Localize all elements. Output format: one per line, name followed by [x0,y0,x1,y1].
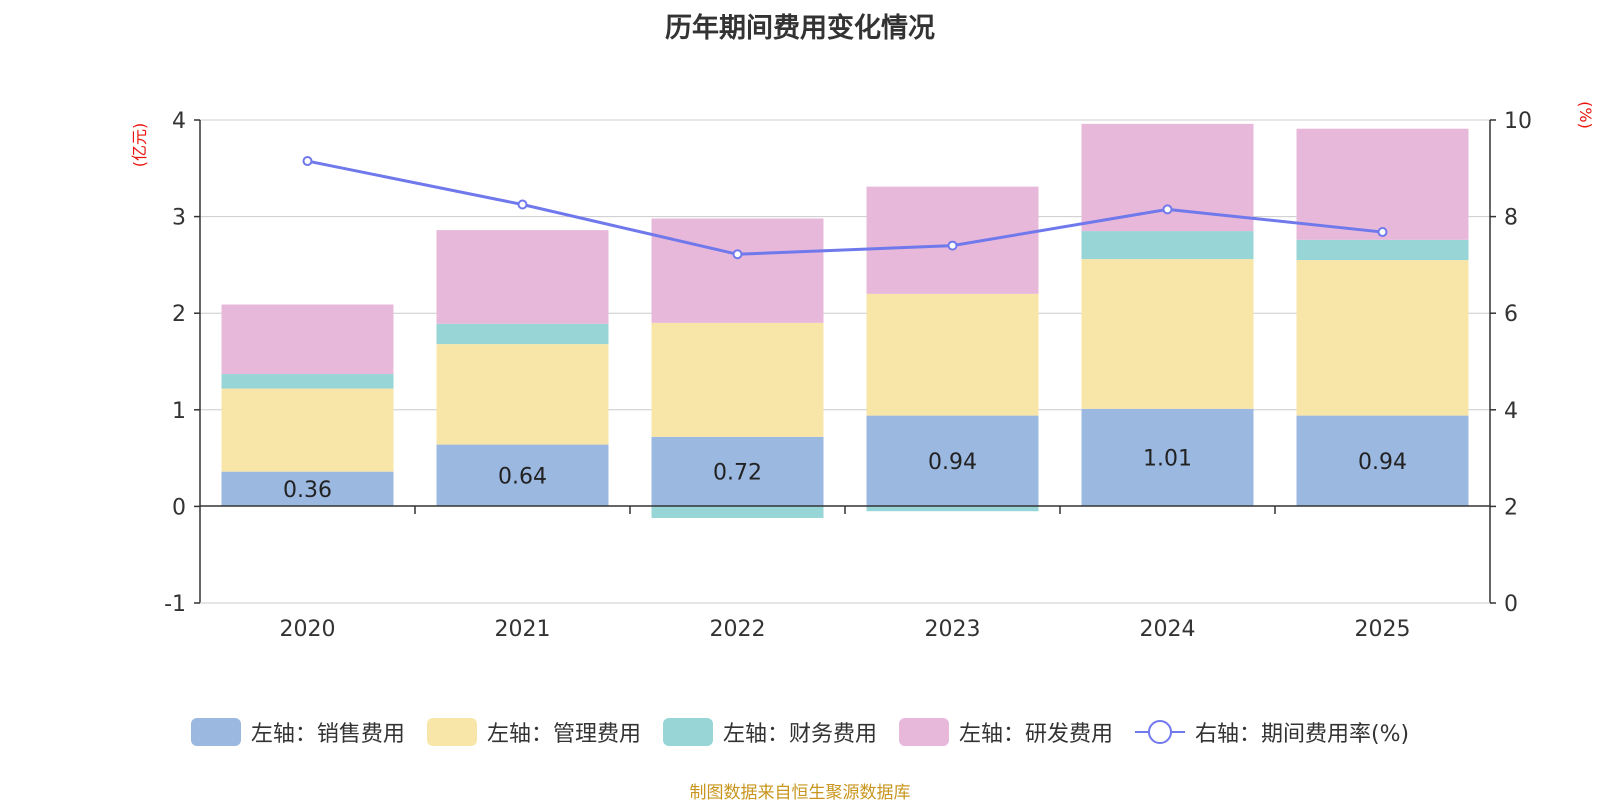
x-tick-label: 2020 [280,617,336,642]
bar-finance [651,506,824,518]
x-tick-label: 2023 [925,617,981,642]
data-labels: 0.36 0.64 0.72 0.94 1.01 0.94 [283,447,1407,503]
bars [221,123,1469,518]
legend-swatch-admin [426,718,477,746]
x-tick-label: 2025 [1355,617,1411,642]
left-tick-label: -1 [164,592,186,617]
legend-item-rd[interactable]: 左轴：研发费用 [898,716,1113,748]
x-tick-label: 2024 [1140,617,1196,642]
legend-label-finance: 左轴：财务费用 [722,722,877,747]
legend-label-sales: 左轴：销售费用 [250,722,405,747]
data-label-sales: 0.72 [713,461,762,486]
axes: -1 0 1 2 3 4 0 2 4 6 8 10 2020 2021 2022 2023 2024 2025 [164,109,1532,642]
bar-admin [1296,260,1469,416]
legend-label-rate: 右轴：期间费用率(%) [1194,722,1410,747]
data-label-sales: 0.64 [498,464,547,489]
right-tick-label: 8 [1504,206,1518,231]
bar-finance [1296,239,1469,261]
left-axis-unit: (亿元) [130,123,149,168]
legend-label-admin: 左轴：管理费用 [486,722,641,747]
right-tick-label: 6 [1504,302,1518,327]
legend-label-rd: 左轴：研发费用 [958,722,1113,747]
rate-point [517,199,528,210]
legend-item-rate[interactable]: 右轴：期间费用率(%) [1134,716,1410,748]
bar-rd [221,304,394,375]
bar-sales [1296,415,1469,507]
bar-rd [436,230,609,324]
x-tick-label: 2022 [710,617,766,642]
x-tick-label: 2021 [495,617,551,642]
legend-item-sales[interactable]: 左轴：销售费用 [190,716,405,748]
rate-line [307,159,1383,256]
rate-point [732,249,743,260]
data-label-sales: 0.94 [1358,450,1407,475]
left-tick-label: 2 [172,302,186,327]
source-note: 制图数据来自恒生聚源数据库 [689,783,911,803]
bar-admin [866,293,1039,416]
bar-rd [1296,128,1469,240]
bar-admin [1081,259,1254,409]
data-label-sales: 0.36 [283,478,332,503]
legend-swatch-finance [662,718,713,746]
right-tick-label: 10 [1504,109,1532,134]
left-tick-label: 1 [172,399,186,424]
right-tick-label: 0 [1504,592,1518,617]
legend-swatch-sales [190,718,241,746]
legend: 左轴：销售费用 左轴：管理费用 左轴：财务费用 左轴：研发费用 右轴：期间费用率… [0,716,1600,748]
bar-sales [221,471,394,507]
chart-title: 历年期间费用变化情况 [665,13,935,44]
legend-line-circle-icon [1134,720,1185,744]
right-tick-label: 4 [1504,399,1518,424]
data-label-sales: 1.01 [1143,447,1192,472]
bar-finance [221,374,394,389]
bar-rd [651,218,824,323]
left-tick-label: 4 [172,109,186,134]
legend-item-finance[interactable]: 左轴：财务费用 [662,716,877,748]
bar-finance [436,323,609,345]
rate-point [947,240,958,251]
legend-item-admin[interactable]: 左轴：管理费用 [426,716,641,748]
bar-finance [1081,231,1254,260]
rate-point [302,156,313,167]
bar-sales [436,444,609,507]
legend-swatch-rd [898,718,949,746]
left-tick-label: 0 [172,495,186,520]
left-tick-label: 3 [172,206,186,231]
bar-admin [436,344,609,445]
bar-sales [1081,408,1254,507]
bar-rd [866,186,1039,294]
bar-finance [866,506,1039,512]
bar-sales [866,415,1039,507]
data-label-sales: 0.94 [928,450,977,475]
bar-admin [221,388,394,472]
right-axis-unit: (%) [1576,101,1595,129]
bar-admin [651,322,824,437]
rate-line-series [302,156,1388,260]
rate-point [1162,204,1173,215]
rate-point [1377,227,1388,238]
right-tick-label: 2 [1504,495,1518,520]
bar-sales [651,436,824,507]
